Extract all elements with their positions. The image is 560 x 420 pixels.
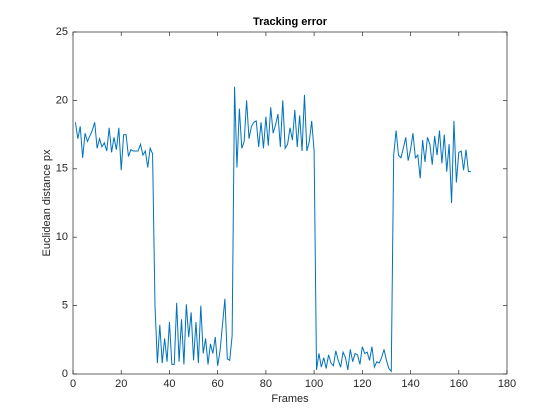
x-tick-label: 100 [305,378,323,390]
y-tick-label: 0 [62,368,68,380]
x-tick-label: 120 [353,378,371,390]
x-tick-label: 80 [260,378,272,390]
x-tick-label: 140 [401,378,419,390]
x-tick-label: 160 [450,378,468,390]
y-tick-label: 10 [56,231,68,243]
y-tick-label: 5 [62,300,68,312]
x-tick-label: 0 [70,378,76,390]
x-tick-label: 20 [115,378,127,390]
y-tick-label: 25 [56,26,68,38]
data-line [74,86,471,373]
x-tick-label: 60 [212,378,224,390]
y-axis-label: Euclidean distance px [41,149,53,257]
x-tick-label: 180 [498,378,516,390]
x-tick-label: 40 [163,378,175,390]
chart-title: Tracking error [253,16,328,28]
x-axis-label: Frames [271,393,309,405]
y-tick-label: 20 [56,94,68,106]
y-tick-label: 15 [56,163,68,175]
plot-frame [72,31,508,375]
